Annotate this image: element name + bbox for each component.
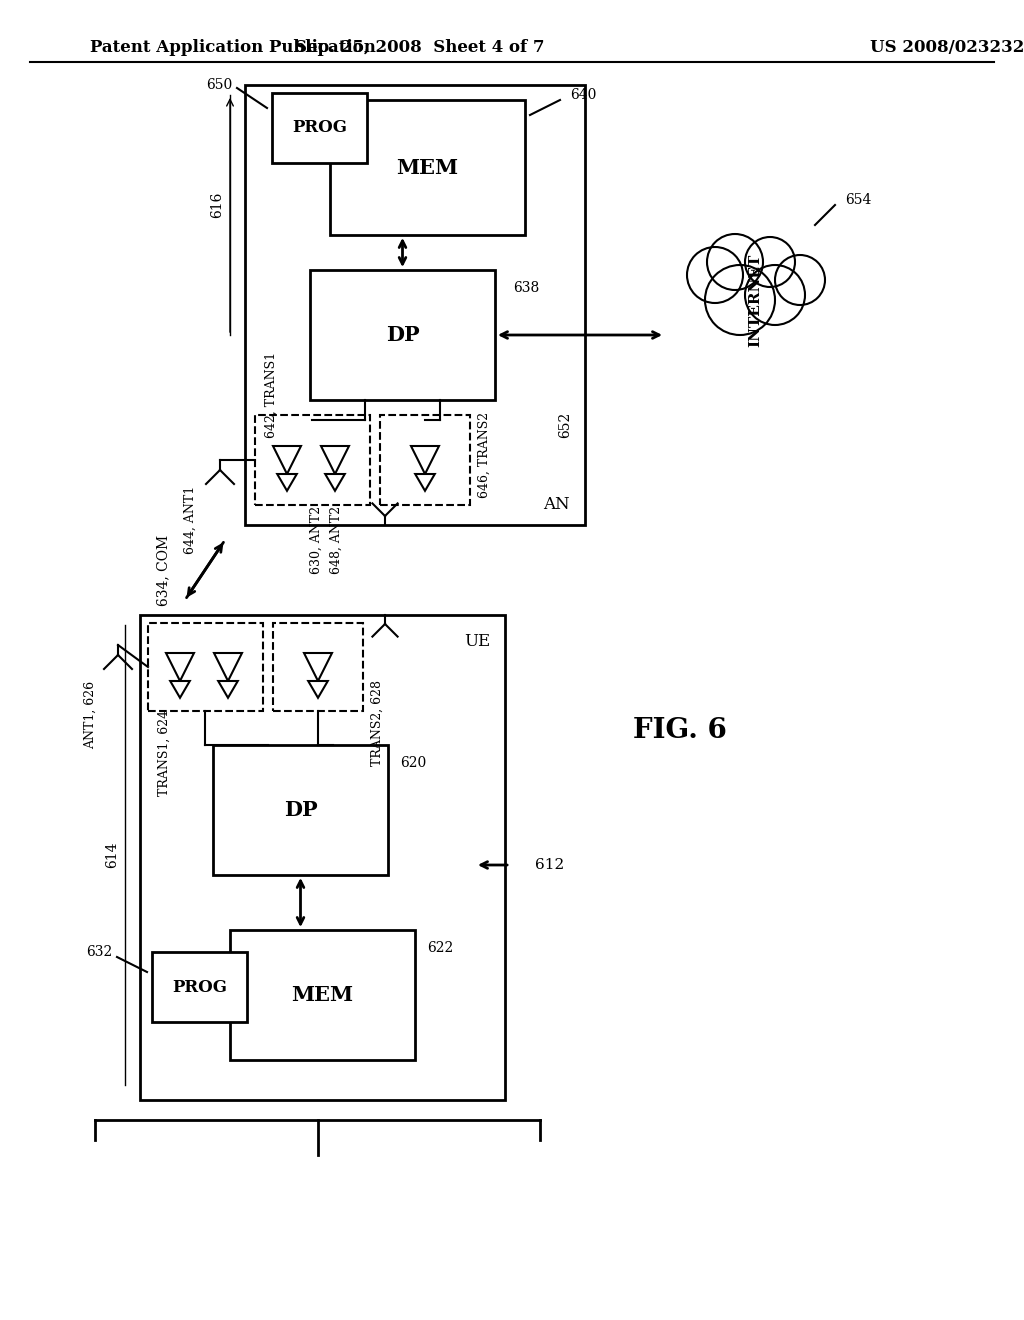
Bar [152,952,247,1022]
Circle shape [707,234,763,290]
Bar [140,615,505,1100]
Text: 650: 650 [206,78,232,92]
Text: 634, COM: 634, COM [156,535,170,606]
Text: 648, ANT2: 648, ANT2 [330,506,343,574]
Text: 652: 652 [558,412,572,438]
Text: 614: 614 [105,842,119,869]
Text: Patent Application Publication: Patent Application Publication [90,40,376,57]
Text: 630, ANT2: 630, ANT2 [310,506,323,574]
Bar [148,623,263,711]
Text: 654: 654 [845,193,871,207]
Text: TRANS2, 628: TRANS2, 628 [371,680,384,766]
Text: 620: 620 [400,756,426,770]
Bar [380,414,470,506]
Text: MEM: MEM [292,985,353,1005]
Text: FIG. 6: FIG. 6 [633,717,727,743]
Text: US 2008/0232321 A1: US 2008/0232321 A1 [870,40,1024,57]
Text: 642, TRANS1: 642, TRANS1 [265,352,278,438]
Text: ANT1, 626: ANT1, 626 [84,681,96,748]
Text: 638: 638 [513,281,540,294]
Text: INTERNET: INTERNET [748,253,762,347]
Text: Sep. 25, 2008  Sheet 4 of 7: Sep. 25, 2008 Sheet 4 of 7 [295,40,545,57]
Text: 632: 632 [86,945,112,960]
Bar [272,92,367,162]
Text: 616: 616 [210,191,224,218]
Text: MEM: MEM [396,157,459,177]
Text: DP: DP [386,325,419,345]
Bar [245,84,585,525]
Bar [273,623,362,711]
Text: 640: 640 [570,88,596,102]
Text: PROG: PROG [292,120,347,136]
Bar [230,931,415,1060]
Circle shape [745,265,805,325]
Text: 622: 622 [427,941,454,954]
Text: PROG: PROG [172,978,227,995]
Text: DP: DP [284,800,317,820]
Text: 644, ANT1: 644, ANT1 [183,486,197,554]
Text: UE: UE [464,634,490,649]
Text: 646, TRANS2: 646, TRANS2 [478,412,490,498]
Text: AN: AN [544,496,570,513]
Circle shape [775,255,825,305]
Circle shape [745,238,795,286]
Text: 612: 612 [535,858,564,873]
Text: TRANS1, 624: TRANS1, 624 [158,710,171,796]
Circle shape [687,247,743,304]
Circle shape [705,265,775,335]
Bar [330,100,525,235]
Bar [213,744,388,875]
Bar [310,271,495,400]
Bar [255,414,370,506]
